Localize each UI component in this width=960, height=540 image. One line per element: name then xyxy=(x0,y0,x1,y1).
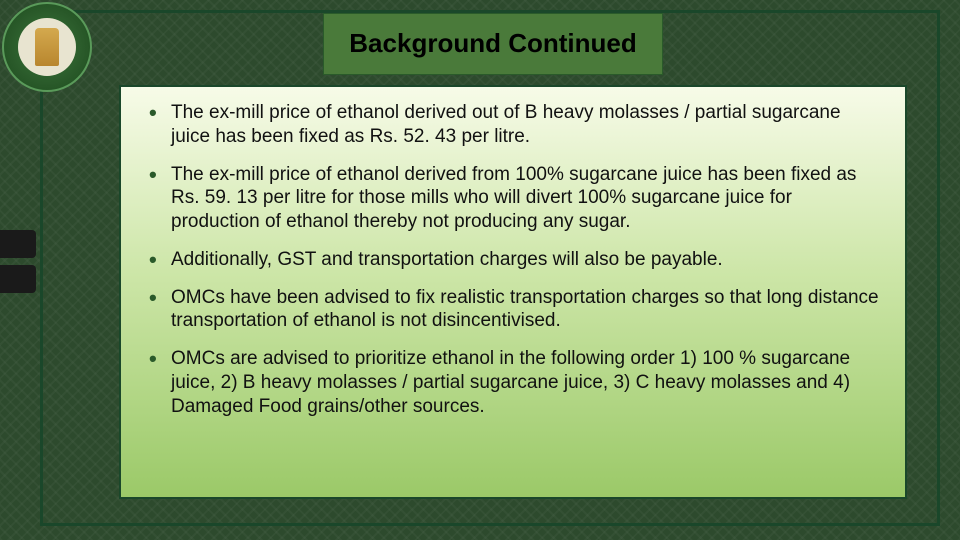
bullet-list: The ex-mill price of ethanol derived out… xyxy=(147,101,879,418)
emblem-icon xyxy=(35,28,59,66)
bullet-item: The ex-mill price of ethanol derived fro… xyxy=(147,163,879,234)
content-panel: The ex-mill price of ethanol derived out… xyxy=(119,85,907,499)
bullet-item: The ex-mill price of ethanol derived out… xyxy=(147,101,879,149)
bullet-item: Additionally, GST and transportation cha… xyxy=(147,248,879,272)
nsi-logo xyxy=(2,2,92,92)
slide-frame: Background Continued The ex-mill price o… xyxy=(40,10,940,526)
binder-tab-2 xyxy=(0,265,36,293)
binder-tab-1 xyxy=(0,230,36,258)
bullet-item: OMCs have been advised to fix realistic … xyxy=(147,286,879,334)
slide-title: Background Continued xyxy=(349,29,636,59)
title-bar: Background Continued xyxy=(323,13,663,75)
bullet-item: OMCs are advised to prioritize ethanol i… xyxy=(147,347,879,418)
